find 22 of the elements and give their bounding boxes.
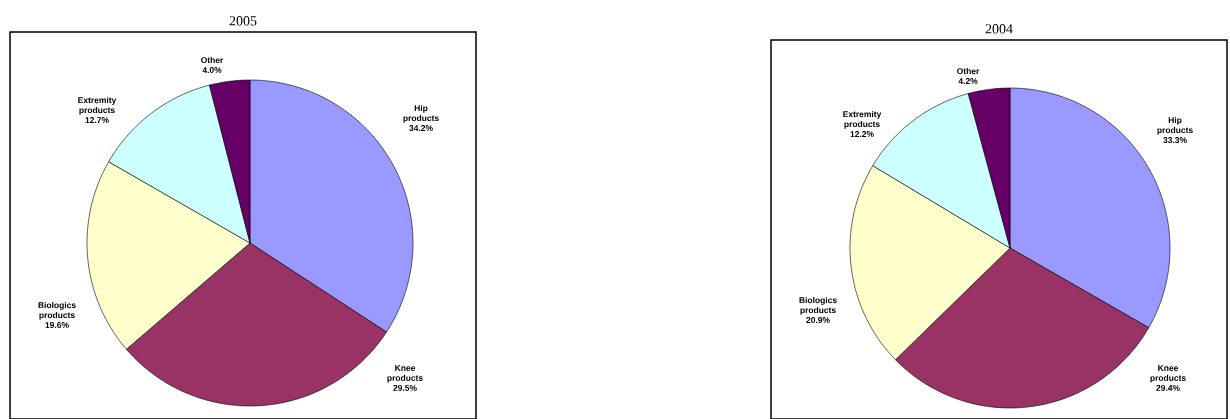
data-label: 12.2% [850, 131, 874, 138]
slice-label: Hip products [403, 104, 439, 123]
data-label: 29.4% [1156, 384, 1180, 391]
slice-label: Extremity products [78, 96, 117, 115]
data-label: 12.7% [85, 117, 109, 124]
data-label: 29.5% [393, 384, 417, 391]
slice-label: Knee products [387, 365, 423, 383]
slice-label: Other [201, 56, 224, 64]
slice-label: Biologics products [38, 301, 76, 320]
data-label: 33.3% [1163, 137, 1187, 144]
chart-title: 2005 [229, 16, 257, 26]
slice-label: Extremity products [843, 110, 882, 129]
slice-label: Hip products [1157, 116, 1193, 135]
data-label: 34.2% [409, 125, 433, 132]
data-label: 20.9% [806, 317, 830, 324]
data-label: 4.0% [202, 67, 222, 74]
slice-label: Other [957, 67, 980, 75]
chart-title: 2004 [985, 24, 1013, 34]
data-label: 4.2% [958, 78, 978, 85]
data-label: 19.6% [45, 322, 69, 329]
slice-label: Knee products [1150, 365, 1186, 383]
slice-label: Biologics products [799, 296, 837, 315]
